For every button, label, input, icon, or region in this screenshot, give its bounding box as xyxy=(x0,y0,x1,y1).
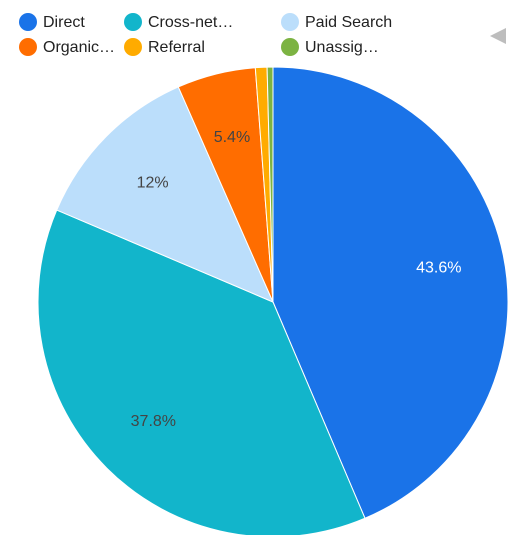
legend-swatch xyxy=(281,38,299,56)
slice-label: 43.6% xyxy=(416,259,461,276)
pie-slice xyxy=(56,86,274,303)
legend-swatch xyxy=(281,13,299,31)
legend-swatch xyxy=(124,38,142,56)
legend-swatch xyxy=(19,13,37,31)
pie-slice xyxy=(266,66,274,303)
pie-slice xyxy=(37,209,366,535)
legend-label: Cross-net… xyxy=(148,14,233,31)
legend-label: Paid Search xyxy=(305,14,392,31)
pie-slice xyxy=(272,66,508,519)
legend-label: Organic… xyxy=(43,39,115,56)
legend-page-arrow[interactable] xyxy=(490,28,506,44)
legend-label: Unassig… xyxy=(305,39,379,56)
legend-label: Referral xyxy=(148,39,205,56)
legend-swatch xyxy=(19,38,37,56)
legend-label: Direct xyxy=(43,14,85,31)
slice-label: 37.8% xyxy=(131,413,176,430)
legend-swatch xyxy=(124,13,142,31)
slice-label: 12% xyxy=(137,174,169,191)
slice-label: 5.4% xyxy=(214,129,250,146)
